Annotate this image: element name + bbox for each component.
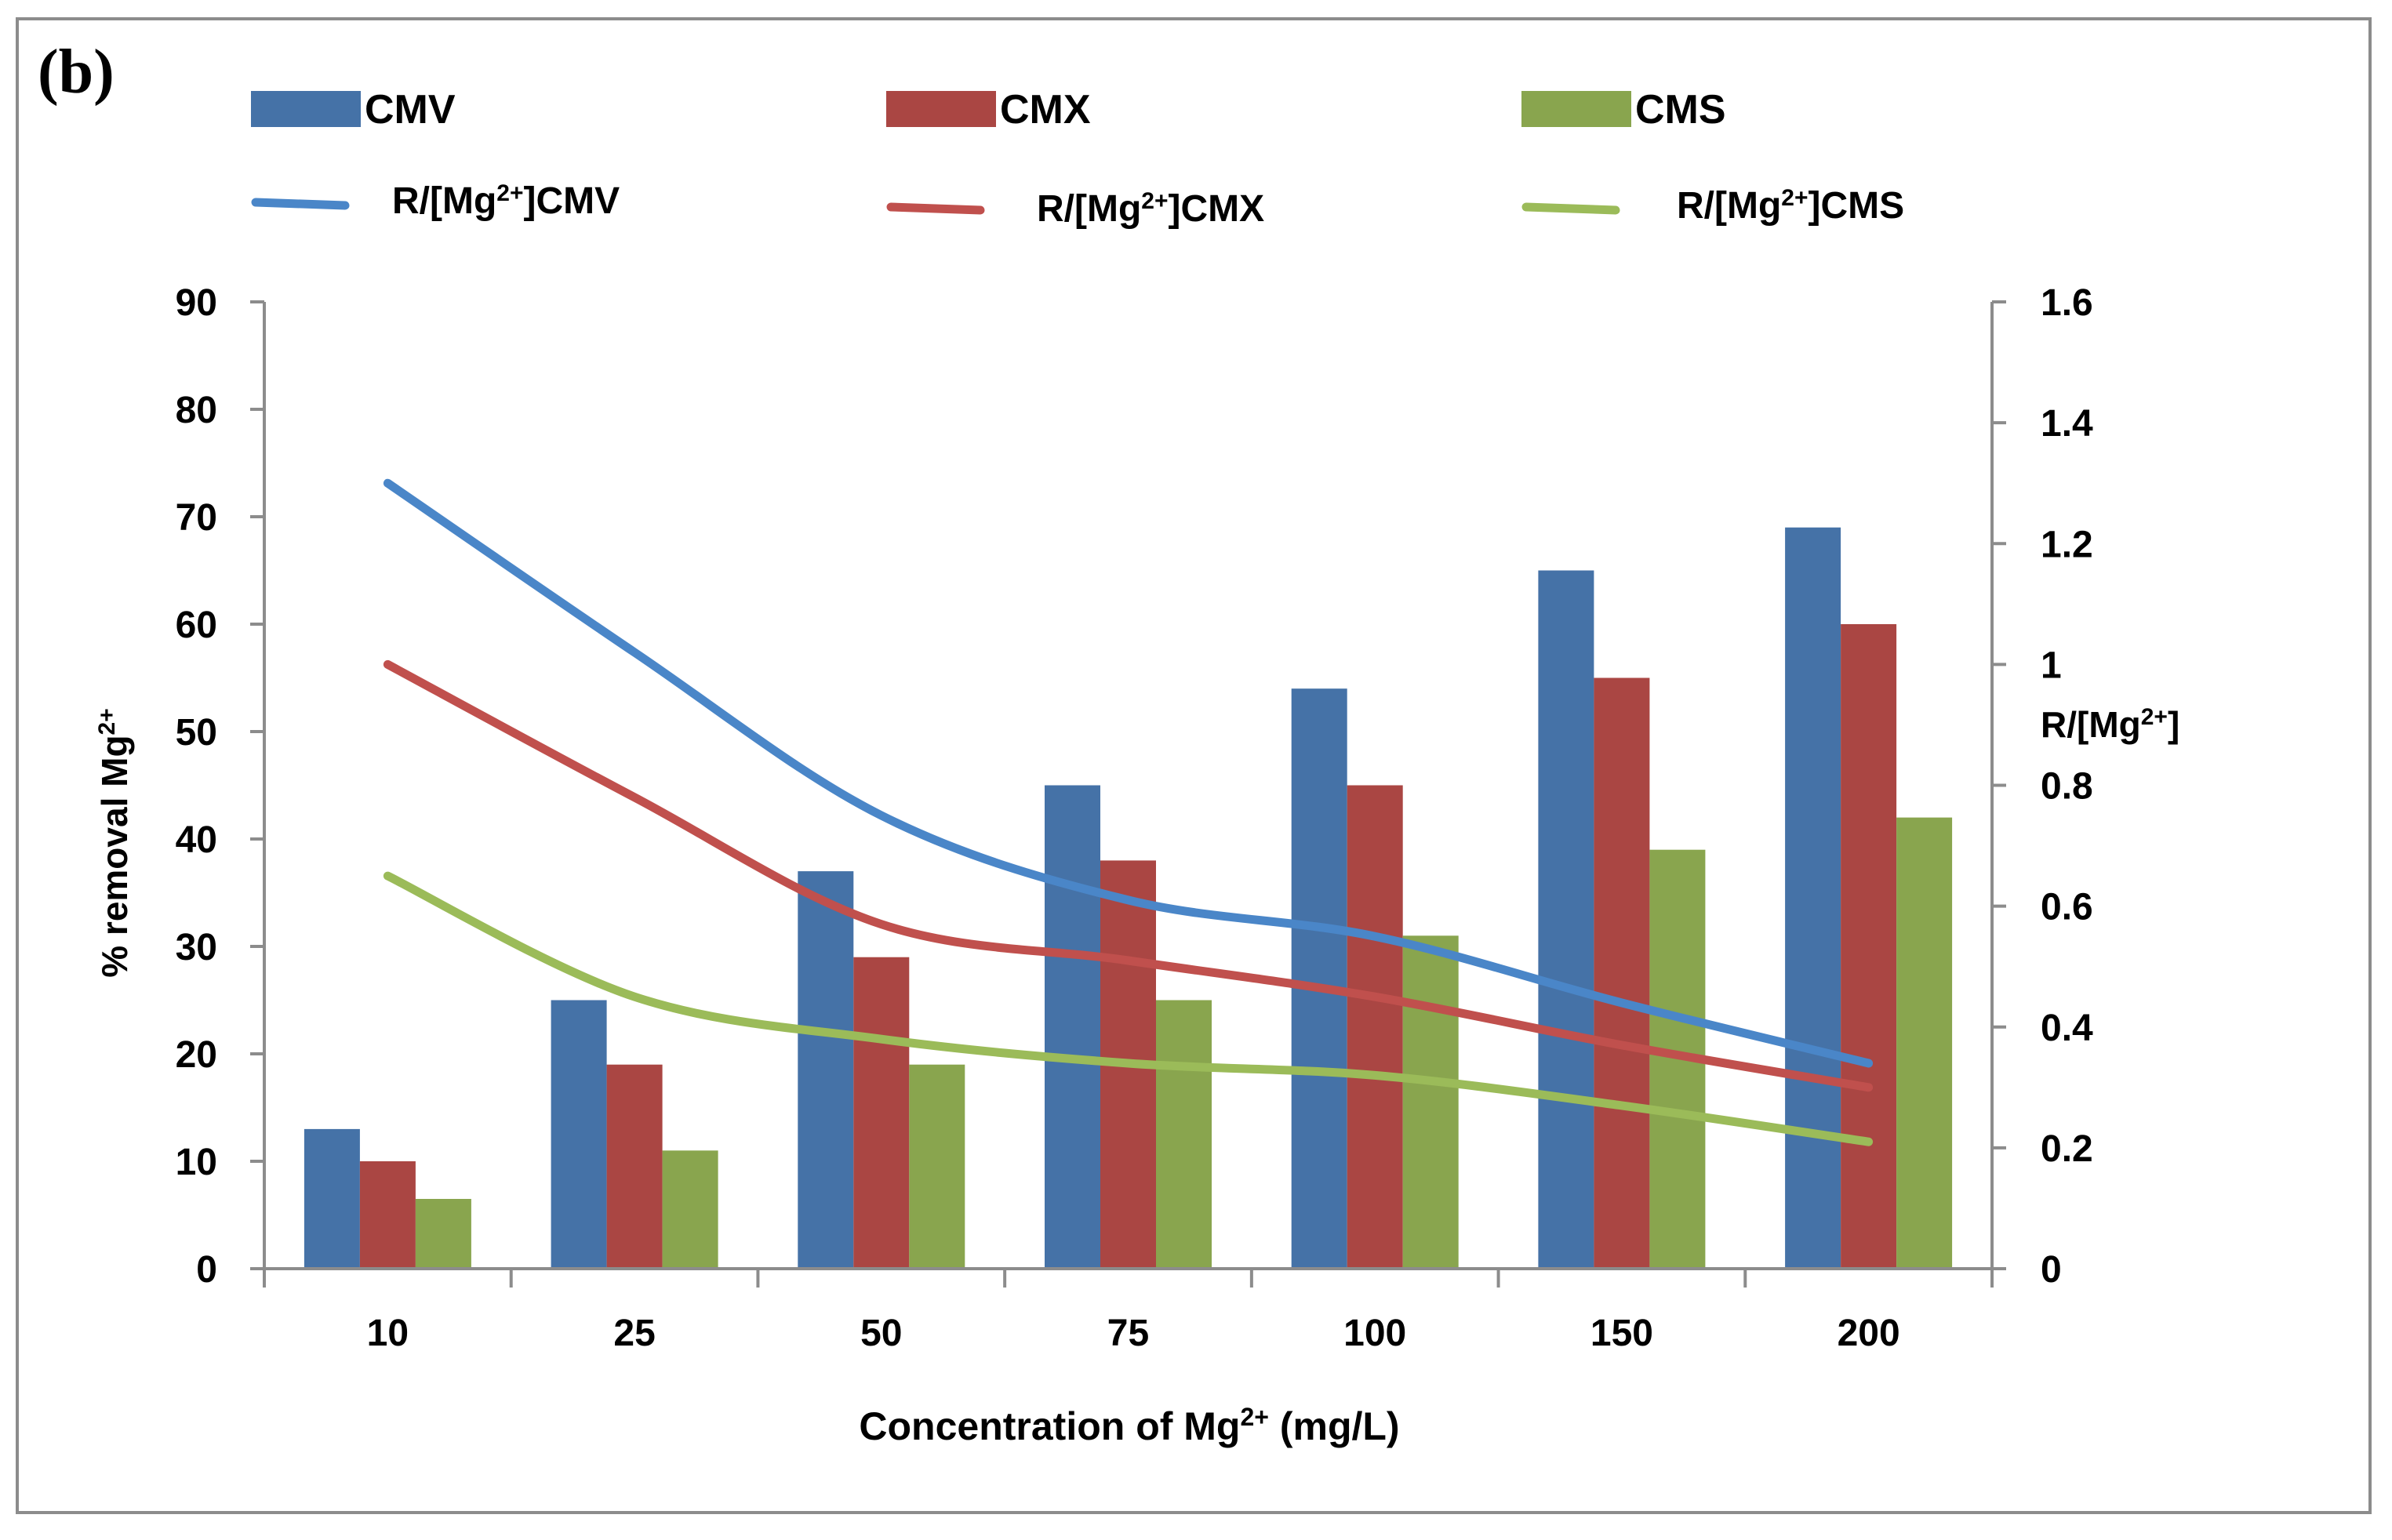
bar-cms-100 <box>1402 935 1459 1269</box>
legend-line-swatch <box>251 198 350 210</box>
bar-cmv-25 <box>551 1000 607 1269</box>
y-axis-right-label: R/[Mg2+] <box>2041 704 2179 746</box>
y-axis-left-label: % removal Mg2+ <box>94 708 136 978</box>
y-axis-left-label-sup: 2+ <box>94 708 120 735</box>
legend-line-label-sup: 2+ <box>1781 185 1808 211</box>
legend-line-label: R/[Mg2+]CMX <box>1037 188 1264 231</box>
legend-line-label-pre: R/[Mg <box>1677 185 1781 227</box>
bar-cms-10 <box>415 1199 471 1269</box>
y-right-tick-label: 1.4 <box>2041 403 2093 445</box>
x-tick-label: 150 <box>1590 1313 1653 1354</box>
bar-cmx-50 <box>853 957 910 1269</box>
panel-label: (b) <box>38 38 115 107</box>
y-right-tick-label: 1 <box>2041 645 2062 686</box>
y-left-tick-label: 0 <box>196 1249 217 1291</box>
bar-cmv-200 <box>1785 527 1841 1269</box>
legend-line-label-pre: R/[Mg <box>392 180 496 222</box>
bar-cmx-100 <box>1347 785 1403 1269</box>
legend-line-label: R/[Mg2+]CMS <box>1677 185 1904 227</box>
y-left-tick-label: 10 <box>176 1142 217 1183</box>
bar-cmv-100 <box>1291 688 1347 1269</box>
y-left-tick-label: 90 <box>176 282 217 324</box>
y-right-tick-label: 0 <box>2041 1249 2062 1291</box>
bar-cms-200 <box>1896 817 1953 1269</box>
legend-line-label-post: ]CMS <box>1809 185 1905 227</box>
y-right-tick-label: 0.8 <box>2041 766 2093 808</box>
x-tick-label: 10 <box>367 1313 409 1354</box>
legend-label-cmx: CMX <box>1000 87 1091 133</box>
legend-line-label-post: ]CMV <box>524 180 620 222</box>
bar-cms-50 <box>909 1064 965 1269</box>
bar-cmx-25 <box>606 1064 663 1269</box>
bar-cmv-50 <box>798 871 854 1269</box>
y-right-tick-label: 0.4 <box>2041 1008 2093 1049</box>
bar-cmv-75 <box>1045 785 1100 1269</box>
legend-line-label-sup: 2+ <box>1141 188 1168 214</box>
x-tick-label: 200 <box>1838 1313 1900 1354</box>
y-left-tick-label: 30 <box>176 927 217 968</box>
line-cmx <box>383 659 1874 1092</box>
y-axis-right-label-pre: R/[Mg <box>2041 704 2141 745</box>
legend-line-label-sup: 2+ <box>496 180 523 206</box>
x-axis-label-sup: 2+ <box>1240 1403 1268 1431</box>
legend-label-cmv: CMV <box>365 87 456 133</box>
x-tick-label: 25 <box>613 1313 655 1354</box>
line-cmv <box>383 478 1874 1068</box>
legend-label-cms: CMS <box>1635 87 1726 133</box>
legend-swatch-cmx <box>886 91 996 127</box>
x-axis-label: Concentration of Mg2+ (mg/L) <box>859 1403 1399 1448</box>
y-left-tick-label: 80 <box>176 390 217 431</box>
y-right-tick-label: 1.6 <box>2041 282 2093 324</box>
bar-cms-25 <box>662 1150 718 1269</box>
legend-line-swatch <box>886 202 985 215</box>
bar-cmv-10 <box>304 1128 360 1269</box>
y-right-tick-label: 0.6 <box>2041 887 2093 928</box>
y-right-tick-label: 1.2 <box>2041 524 2093 565</box>
x-axis-label-main: Concentration of Mg <box>859 1404 1240 1448</box>
legend-line-label-pre: R/[Mg <box>1037 188 1141 230</box>
y-axis-right-label-sup: 2+ <box>2141 704 2168 730</box>
legend-line-label-post: ]CMX <box>1169 188 1265 230</box>
bar-cmx-200 <box>1841 624 1897 1269</box>
y-axis-right-label-post: ] <box>2168 704 2179 745</box>
x-tick-label: 50 <box>860 1313 902 1354</box>
legend-line-label: R/[Mg2+]CMV <box>392 180 620 223</box>
y-left-tick-label: 60 <box>176 605 217 646</box>
bar-cmx-10 <box>359 1161 416 1269</box>
line-cms <box>383 871 1874 1146</box>
chart-frame <box>16 17 2372 1514</box>
y-axis-left-label-main: % removal Mg <box>94 735 135 977</box>
y-left-tick-label: 40 <box>176 819 217 861</box>
x-axis-label-tail: (mg/L) <box>1269 1404 1400 1448</box>
legend-swatch-cmv <box>251 91 361 127</box>
x-tick-label: 100 <box>1343 1313 1406 1354</box>
y-left-tick-label: 70 <box>176 497 217 539</box>
legend-line-swatch <box>1521 202 1620 215</box>
y-right-tick-label: 0.2 <box>2041 1128 2093 1170</box>
bar-cmv-150 <box>1538 570 1594 1269</box>
plot-area: 0 10 20 30 40 50 60 70 80 90 0 0.2 0.4 0.6 0.8 1 1.2 1.4 1… <box>176 282 2093 1354</box>
y-left-tick-label: 20 <box>176 1034 217 1076</box>
legend-swatch-cms <box>1521 91 1631 127</box>
x-tick-label: 75 <box>1107 1313 1149 1354</box>
bar-cmx-150 <box>1594 677 1650 1269</box>
y-left-tick-label: 50 <box>176 712 217 754</box>
bar-cms-75 <box>1156 1000 1212 1269</box>
